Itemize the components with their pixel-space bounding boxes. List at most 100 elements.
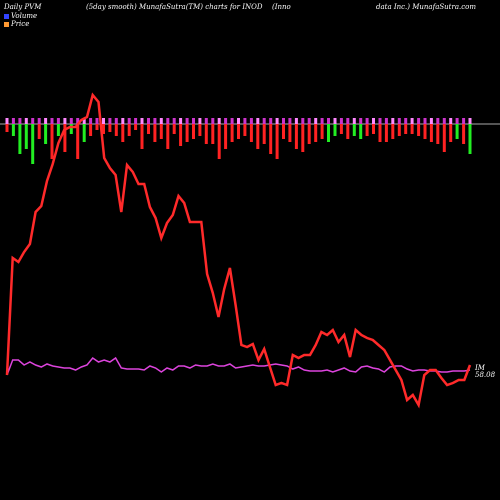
pvm-line <box>6 356 471 376</box>
volume-bar-marker <box>269 118 273 124</box>
legend-volume-swatch <box>4 13 9 19</box>
volume-bar <box>153 124 157 142</box>
volume-bar-marker <box>314 118 318 124</box>
volume-bar-marker <box>333 118 337 124</box>
volume-bar-marker <box>217 118 221 124</box>
volume-bar <box>417 124 421 136</box>
chart-header-left: Daily PVM <box>4 3 42 11</box>
volume-bar-marker <box>198 118 202 124</box>
volume-bar-marker <box>262 118 266 124</box>
volume-bar-marker <box>301 118 305 124</box>
volume-bar <box>114 124 118 136</box>
volume-bar <box>404 124 408 134</box>
volume-bar <box>11 124 15 136</box>
volume-bar <box>82 124 86 142</box>
volume-bar-marker <box>211 118 215 124</box>
legend-price-swatch <box>4 21 9 27</box>
volume-bar-marker <box>237 118 240 124</box>
volume-bar-marker <box>179 118 183 124</box>
volume-bar <box>339 124 343 134</box>
volume-bar <box>44 124 48 144</box>
volume-bar <box>5 124 9 132</box>
volume-bar-marker <box>449 118 453 124</box>
volume-bar <box>127 124 131 136</box>
volume-bar <box>159 124 163 139</box>
volume-bar-marker <box>442 118 446 124</box>
volume-bar-marker <box>365 118 369 124</box>
volume-bar-marker <box>224 118 228 124</box>
volume-bar <box>63 124 67 152</box>
volume-bar <box>179 124 183 146</box>
volume-bar <box>455 124 459 139</box>
volume-bar <box>172 124 176 134</box>
legend-price: Price <box>4 20 29 28</box>
volume-bar-marker <box>462 118 466 124</box>
volume-bar-marker <box>346 118 350 124</box>
volume-bar-marker <box>140 118 144 124</box>
volume-bar-marker <box>429 118 433 124</box>
volume-bar-marker <box>134 118 138 124</box>
volume-bar <box>429 124 433 142</box>
volume-bar <box>294 124 298 149</box>
volume-bar-marker <box>185 118 189 124</box>
volume-bar-marker <box>95 118 99 124</box>
volume-bar <box>378 124 382 142</box>
volume-bar-marker <box>423 118 427 124</box>
volume-bar-marker <box>127 118 131 124</box>
volume-bar <box>410 124 414 134</box>
volume-bar-marker <box>56 118 60 124</box>
volume-bar-marker <box>320 118 324 124</box>
volume-bar <box>56 124 60 136</box>
volume-bar <box>423 124 427 139</box>
volume-bar-marker <box>121 118 125 124</box>
volume-bar-marker <box>63 118 67 124</box>
volume-bar <box>397 124 401 136</box>
volume-bar <box>224 124 228 149</box>
legend-price-label: Price <box>11 20 30 28</box>
volume-bar <box>365 124 369 136</box>
volume-bar-marker <box>417 118 421 124</box>
volume-bar <box>262 124 266 144</box>
volume-bar-marker <box>31 118 35 124</box>
volume-bar-marker <box>114 118 118 124</box>
chart-header-title: (5day smooth) MunafaSutra(TM) charts for… <box>86 3 263 11</box>
volume-bar <box>102 124 105 134</box>
volume-bar <box>37 124 41 139</box>
volume-bar <box>211 124 215 144</box>
volume-bar <box>134 124 138 130</box>
volume-bar <box>320 124 324 139</box>
volume-bar <box>301 124 305 152</box>
volume-bar-marker <box>468 118 472 124</box>
volume-bar-marker <box>378 118 382 124</box>
volume-bar-marker <box>327 118 330 124</box>
volume-bar <box>204 124 208 144</box>
legend-volume: Volume <box>4 12 37 20</box>
volume-bar <box>217 124 221 159</box>
volume-bar-marker <box>359 118 363 124</box>
volume-bar-marker <box>192 118 195 124</box>
volume-bar-marker <box>288 118 292 124</box>
volume-bar-marker <box>436 118 440 124</box>
volume-bar <box>166 124 170 149</box>
volume-bar-marker <box>410 118 414 124</box>
volume-bar <box>436 124 440 144</box>
volume-bar <box>449 124 453 142</box>
volume-bar <box>140 124 144 149</box>
volume-bar-marker <box>391 118 395 124</box>
volume-bar <box>314 124 318 142</box>
volume-bar-marker <box>44 118 48 124</box>
volume-bar <box>275 124 279 159</box>
volume-bar <box>50 124 54 159</box>
volume-bar-marker <box>89 118 93 124</box>
volume-bar-marker <box>372 118 375 124</box>
volume-bar-marker <box>11 118 15 124</box>
volume-bar <box>243 124 247 136</box>
volume-bar-marker <box>37 118 41 124</box>
volume-bar <box>31 124 35 164</box>
volume-bar <box>288 124 292 142</box>
volume-bar-marker <box>24 118 28 124</box>
volume-bar <box>237 124 240 139</box>
volume-bar <box>198 124 202 136</box>
volume-bar-marker <box>352 118 356 124</box>
